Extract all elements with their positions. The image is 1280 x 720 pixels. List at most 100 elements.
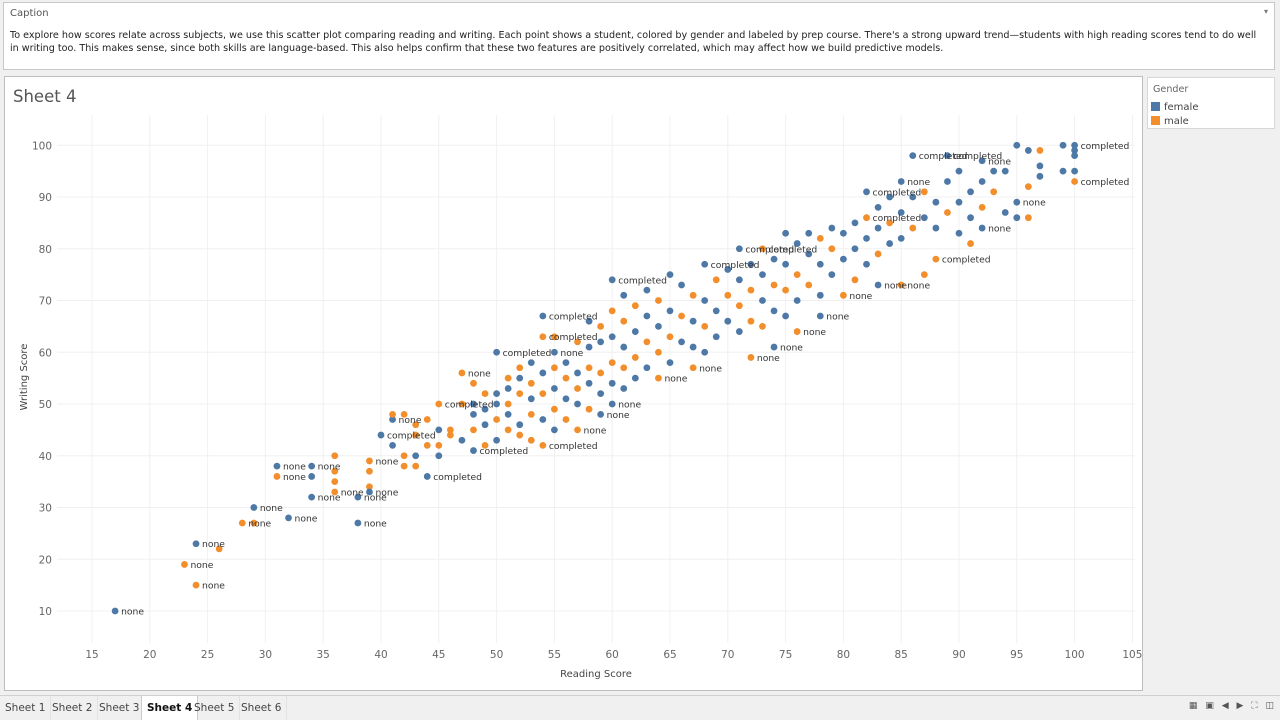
list-icon[interactable]: ▣ xyxy=(1205,701,1214,711)
data-point[interactable] xyxy=(412,452,420,460)
data-point[interactable] xyxy=(608,400,616,408)
data-point[interactable] xyxy=(643,338,651,346)
tab-sheet-3[interactable]: Sheet 3 xyxy=(94,696,146,720)
data-point[interactable] xyxy=(782,286,789,294)
data-point[interactable] xyxy=(828,224,836,232)
data-point[interactable] xyxy=(539,312,547,320)
data-point[interactable] xyxy=(851,245,859,253)
data-point[interactable] xyxy=(400,452,408,460)
data-point[interactable] xyxy=(678,312,685,320)
data-point[interactable] xyxy=(458,369,466,377)
data-point[interactable] xyxy=(608,333,616,341)
data-point[interactable] xyxy=(354,493,362,501)
data-point[interactable] xyxy=(250,504,258,511)
data-point[interactable] xyxy=(735,302,743,310)
data-point[interactable] xyxy=(423,442,431,449)
data-point[interactable] xyxy=(435,400,443,408)
data-point[interactable] xyxy=(527,379,535,387)
data-point[interactable] xyxy=(909,152,917,159)
data-point[interactable] xyxy=(389,442,396,449)
data-point[interactable] xyxy=(493,400,500,408)
data-point[interactable] xyxy=(1059,141,1067,149)
data-point[interactable] xyxy=(585,343,593,351)
data-point[interactable] xyxy=(955,198,963,206)
data-point[interactable] xyxy=(735,328,743,335)
data-point[interactable] xyxy=(793,240,801,247)
data-point[interactable] xyxy=(331,478,339,486)
data-point[interactable] xyxy=(851,276,859,284)
data-point[interactable] xyxy=(539,333,547,341)
data-point[interactable] xyxy=(990,167,998,175)
data-point[interactable] xyxy=(1071,178,1078,185)
data-point[interactable] xyxy=(932,224,940,232)
data-point[interactable] xyxy=(1036,162,1044,170)
data-point[interactable] xyxy=(701,348,709,356)
data-point[interactable] xyxy=(516,390,524,398)
data-point[interactable] xyxy=(944,209,951,216)
data-point[interactable] xyxy=(412,431,420,439)
data-point[interactable] xyxy=(435,452,443,460)
data-point[interactable] xyxy=(527,436,535,444)
data-point[interactable] xyxy=(978,178,986,185)
legend-item-male[interactable]: male xyxy=(1151,116,1189,128)
data-point[interactable] xyxy=(574,426,581,434)
data-point[interactable] xyxy=(897,281,905,289)
present-icon[interactable]: ◫ xyxy=(1265,701,1274,711)
data-point[interactable] xyxy=(585,379,593,387)
prev-icon[interactable]: ◀ xyxy=(1221,701,1229,711)
data-point[interactable] xyxy=(967,240,974,247)
data-point[interactable] xyxy=(331,488,339,496)
data-point[interactable] xyxy=(574,369,581,377)
data-point[interactable] xyxy=(655,348,662,356)
data-point[interactable] xyxy=(782,260,789,268)
data-point[interactable] xyxy=(366,457,373,465)
data-point[interactable] xyxy=(828,271,836,279)
data-point[interactable] xyxy=(735,245,743,253)
data-point[interactable] xyxy=(470,410,477,418)
data-point[interactable] xyxy=(932,255,940,263)
data-point[interactable] xyxy=(215,545,223,553)
data-point[interactable] xyxy=(874,203,882,211)
data-point[interactable] xyxy=(874,250,882,258)
data-point[interactable] xyxy=(689,317,697,325)
data-point[interactable] xyxy=(631,374,639,382)
data-point[interactable] xyxy=(886,193,894,201)
data-point[interactable] xyxy=(597,322,605,330)
data-point[interactable] xyxy=(805,250,813,258)
data-point[interactable] xyxy=(735,276,743,284)
data-point[interactable] xyxy=(955,229,963,237)
data-point[interactable] xyxy=(470,379,477,387)
data-point[interactable] xyxy=(504,400,512,408)
data-point[interactable] xyxy=(504,410,512,418)
data-point[interactable] xyxy=(1071,152,1078,159)
data-point[interactable] xyxy=(701,297,709,304)
data-point[interactable] xyxy=(805,281,813,289)
data-point[interactable] xyxy=(597,390,605,398)
data-point[interactable] xyxy=(840,291,847,299)
data-point[interactable] xyxy=(597,369,605,377)
data-point[interactable] xyxy=(816,235,824,242)
data-point[interactable] xyxy=(770,281,778,289)
data-point[interactable] xyxy=(1024,147,1032,154)
data-point[interactable] xyxy=(389,416,396,423)
data-point[interactable] xyxy=(874,281,882,289)
data-point[interactable] xyxy=(551,385,558,392)
data-point[interactable] xyxy=(793,271,801,279)
data-point[interactable] xyxy=(551,405,558,413)
data-point[interactable] xyxy=(458,436,466,444)
data-point[interactable] xyxy=(551,333,558,341)
data-point[interactable] xyxy=(863,214,870,222)
data-point[interactable] xyxy=(608,307,616,315)
data-point[interactable] xyxy=(620,343,628,351)
data-point[interactable] xyxy=(608,276,616,284)
data-point[interactable] xyxy=(527,410,535,418)
data-point[interactable] xyxy=(366,467,373,475)
data-point[interactable] xyxy=(932,198,940,206)
data-point[interactable] xyxy=(423,416,431,423)
data-point[interactable] xyxy=(724,266,732,273)
data-point[interactable] xyxy=(366,488,373,496)
data-point[interactable] xyxy=(435,442,443,449)
data-point[interactable] xyxy=(759,297,766,304)
data-point[interactable] xyxy=(828,245,836,253)
data-point[interactable] xyxy=(412,462,420,470)
